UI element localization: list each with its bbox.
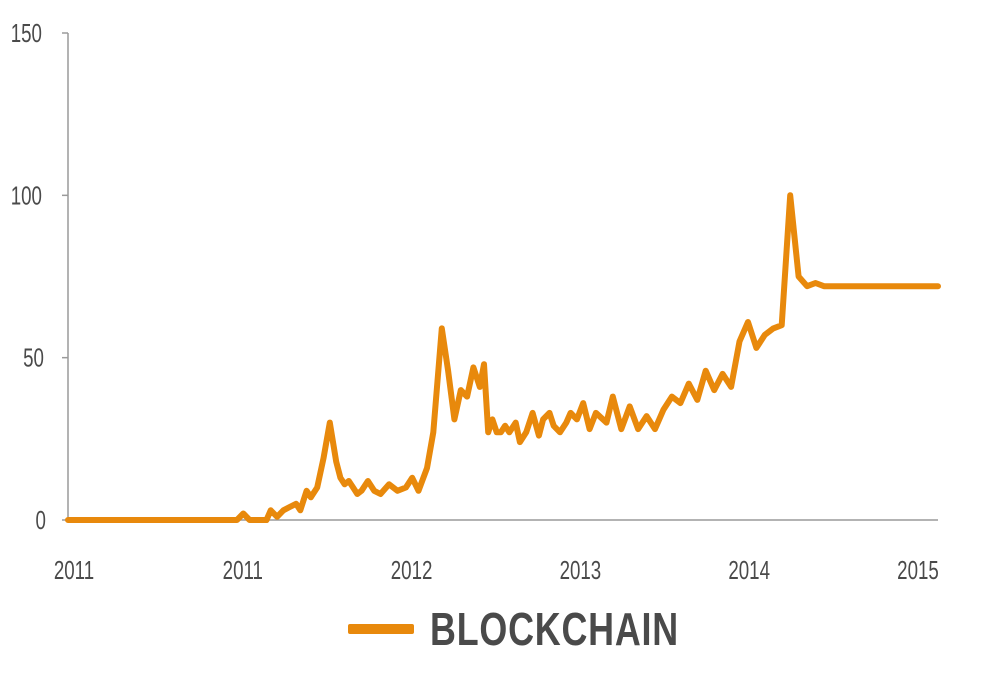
- y-tick-label: 0: [36, 505, 46, 535]
- x-tick-label: 2015: [897, 555, 939, 585]
- series-line-blockchain: [65, 192, 941, 523]
- y-tick-label: 150: [11, 18, 42, 48]
- x-tick-label: 2011: [223, 555, 263, 585]
- legend: BLOCKCHAIN: [348, 602, 749, 656]
- line-chart: 0 50 100 150 2011 2011 2012 2013 2014 2015: [11, 18, 941, 585]
- series-layer: [65, 192, 941, 523]
- y-tick-label: 50: [23, 343, 44, 373]
- y-axis: 0 50 100 150: [11, 18, 69, 535]
- legend-swatch: [348, 624, 414, 634]
- x-tick-label: 2013: [560, 555, 602, 585]
- x-tick-label: 2014: [728, 555, 770, 585]
- legend-label: BLOCKCHAIN: [430, 603, 679, 655]
- x-tick-label: 2011: [54, 555, 94, 585]
- x-tick-label: 2012: [391, 555, 433, 585]
- y-tick-label: 100: [11, 180, 42, 210]
- x-axis: 2011 2011 2012 2013 2014 2015: [54, 519, 939, 585]
